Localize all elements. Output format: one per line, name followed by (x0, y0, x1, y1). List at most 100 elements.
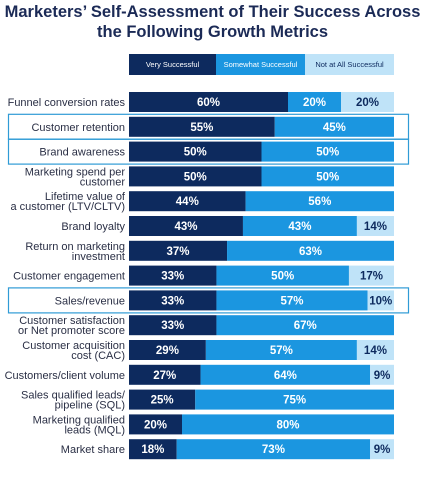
data-label: 14% (364, 345, 387, 357)
bar-segment (129, 265, 217, 286)
chart-title: Marketers’ Self-Assessment of Their Succ… (4, 3, 421, 41)
bar-segment (200, 364, 371, 385)
bar-segment (129, 166, 262, 187)
bar-segment (245, 191, 394, 212)
bar-segment (261, 166, 394, 187)
data-label: 56% (308, 196, 331, 208)
data-label: 27% (153, 370, 176, 382)
data-label: 57% (270, 345, 293, 357)
category-label: Market share (61, 444, 125, 456)
bar-segment (356, 216, 394, 236)
data-label: 50% (184, 147, 207, 159)
data-label: 10% (369, 295, 392, 307)
data-label: 67% (294, 320, 317, 332)
legend-label-not-at-all-successful: Not at All Successful (315, 60, 384, 69)
bar-segment (242, 216, 357, 236)
data-label: 9% (374, 370, 391, 382)
bar-segment (367, 290, 394, 311)
data-label: 18% (141, 444, 164, 456)
category-label: Sales qualified leads/pipeline (SQL) (21, 390, 126, 412)
category-label: Return on marketing investment (25, 241, 125, 263)
chart-legend: Very Successful Somewhat Successful Not … (129, 54, 394, 75)
bar-segment (176, 439, 371, 460)
bar-segment (129, 92, 288, 112)
category-label: Customer acquisition cost (CAC) (22, 340, 125, 362)
bar-segment (129, 364, 201, 385)
bar-segment (129, 141, 262, 162)
data-label: 33% (161, 295, 184, 307)
bar-segment (370, 439, 394, 460)
data-label: 25% (151, 395, 174, 407)
bar-segment (129, 340, 206, 360)
bar-segment (129, 191, 246, 212)
bar-segment (129, 290, 217, 311)
bar-segment (129, 439, 177, 460)
category-label: Marketing qualified leads (MQL) (33, 414, 125, 436)
legend-item-very-successful: Very Successful (129, 54, 216, 75)
category-label: Customer retention (31, 122, 125, 134)
data-label: 50% (271, 271, 294, 283)
category-label: Brand loyalty (61, 221, 125, 233)
data-label: 64% (274, 370, 297, 382)
category-label: Customer engagement (13, 271, 125, 283)
legend-label-somewhat-successful: Somewhat Successful (223, 60, 298, 69)
bar-segment (370, 364, 394, 385)
bar-segment (129, 116, 275, 137)
category-label: Sales/revenue (55, 295, 125, 307)
data-label: 63% (299, 246, 322, 258)
legend-label-very-successful: Very Successful (145, 60, 200, 69)
data-label: 50% (316, 147, 339, 159)
data-label: 50% (316, 171, 339, 183)
category-label: Marketing spend per customer (25, 166, 126, 188)
category-label: Lifetime value of a customer (LTV/CLTV) (10, 191, 125, 213)
bar-segment (129, 414, 182, 435)
data-label: 20% (303, 97, 326, 109)
bar-segment (216, 290, 368, 311)
data-label: 20% (144, 419, 167, 431)
data-label: 73% (262, 444, 285, 456)
row-highlight-frame (7, 138, 410, 165)
data-label: 50% (184, 171, 207, 183)
category-label: Brand awareness (39, 147, 125, 159)
bar-segment (356, 340, 394, 360)
data-label: 14% (364, 221, 387, 233)
data-label: 33% (161, 271, 184, 283)
data-label: 20% (356, 97, 379, 109)
data-label: 43% (288, 221, 311, 233)
bar-segment (274, 116, 394, 137)
bar-segment (227, 240, 394, 261)
bar-segment (182, 414, 394, 435)
bar-segment (129, 315, 217, 336)
bar-segment (341, 92, 394, 112)
data-label: 44% (176, 196, 199, 208)
bar-segment (348, 265, 394, 286)
bar-segment (129, 240, 228, 261)
data-label: 17% (360, 271, 383, 283)
data-label: 55% (190, 122, 213, 134)
bar-segment (216, 265, 349, 286)
data-label: 37% (167, 246, 190, 258)
data-label: 60% (197, 97, 220, 109)
data-label: 75% (283, 395, 306, 407)
data-label: 33% (161, 320, 184, 332)
data-label: 29% (156, 345, 179, 357)
legend-item-somewhat-successful: Somewhat Successful (216, 54, 305, 75)
bar-segment (288, 92, 341, 112)
data-label: 57% (280, 295, 303, 307)
category-label: Customer satisfaction or Net promoter sco… (18, 315, 125, 337)
row-highlight-frame (7, 287, 410, 314)
data-label: 43% (174, 221, 197, 233)
data-label: 45% (323, 122, 346, 134)
category-label: Funnel conversion rates (8, 97, 126, 109)
bar-segment (129, 389, 196, 410)
bar-segment (129, 216, 243, 236)
bar-segment (205, 340, 357, 360)
data-label: 9% (374, 444, 391, 456)
category-label: Customers/client volume (5, 370, 125, 382)
bar-segment (216, 315, 394, 336)
bar-segment (261, 141, 394, 162)
legend-item-not-at-all-successful: Not at All Successful (305, 54, 394, 75)
bar-segment (195, 389, 394, 410)
data-label: 80% (276, 419, 299, 431)
